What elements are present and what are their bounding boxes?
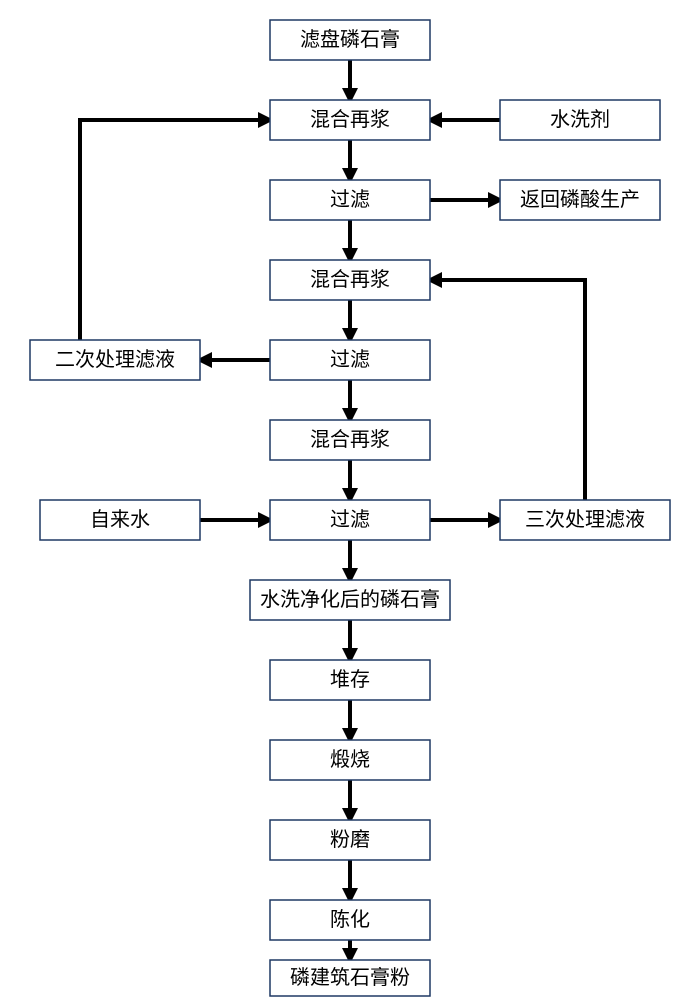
flow-node-label-n2b: 水洗剂	[550, 108, 610, 131]
flow-node-label-n5b: 二次处理滤液	[55, 348, 175, 371]
arrow	[80, 120, 270, 340]
flow-node-label-n7b: 三次处理滤液	[525, 508, 645, 531]
flow-node-label-n7: 过滤	[330, 508, 370, 531]
flow-node-label-n10: 煅烧	[330, 748, 370, 771]
flow-node-label-n13: 磷建筑石膏粉	[290, 966, 410, 989]
flow-node-label-n1: 滤盘磷石膏	[300, 28, 400, 51]
flow-node-label-n3b: 返回磷酸生产	[520, 188, 640, 211]
flow-node-label-n7a: 自来水	[90, 508, 150, 531]
flow-node-label-n5: 过滤	[330, 348, 370, 371]
flow-node-label-n2: 混合再浆	[310, 108, 390, 131]
flow-node-label-n11: 粉磨	[330, 828, 370, 851]
flowchart: 滤盘磷石膏混合再浆水洗剂过滤返回磷酸生产混合再浆过滤二次处理滤液混合再浆过滤自来…	[0, 0, 699, 1000]
flow-node-label-n4: 混合再浆	[310, 268, 390, 291]
flow-node-label-n9: 堆存	[330, 668, 370, 691]
flow-node-label-n12: 陈化	[330, 908, 370, 931]
arrow	[430, 280, 585, 500]
flow-node-label-n3: 过滤	[330, 188, 370, 211]
flow-node-label-n6: 混合再浆	[310, 428, 390, 451]
flow-node-label-n8: 水洗净化后的磷石膏	[260, 588, 440, 611]
